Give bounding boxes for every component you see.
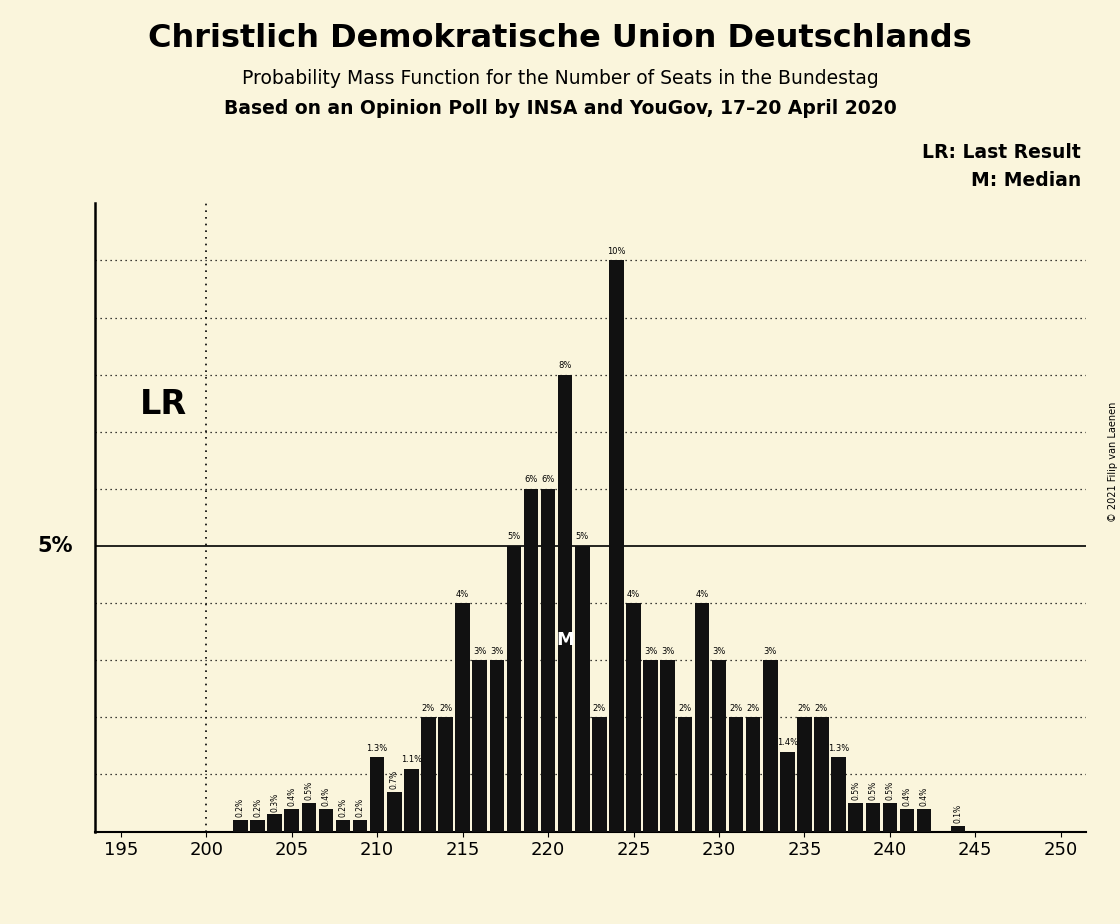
Text: 10%: 10% [607, 247, 626, 256]
Bar [866, 803, 880, 832]
Bar [899, 808, 914, 832]
Bar [746, 717, 760, 832]
Bar [506, 546, 521, 832]
Text: 0.5%: 0.5% [851, 781, 860, 800]
Text: 0.4%: 0.4% [287, 786, 296, 806]
Text: 3%: 3% [644, 647, 657, 656]
Text: 0.4%: 0.4% [903, 786, 912, 806]
Bar [592, 717, 607, 832]
Text: 2%: 2% [439, 704, 452, 712]
Bar [797, 717, 812, 832]
Text: 3%: 3% [712, 647, 726, 656]
Bar [643, 661, 657, 832]
Text: 2%: 2% [747, 704, 759, 712]
Bar [609, 261, 624, 832]
Text: 2%: 2% [815, 704, 828, 712]
Text: M: Median: M: Median [971, 171, 1081, 190]
Bar [336, 821, 351, 832]
Text: 0.5%: 0.5% [868, 781, 877, 800]
Bar [456, 603, 470, 832]
Bar [421, 717, 436, 832]
Bar [541, 489, 556, 832]
Text: 0.7%: 0.7% [390, 770, 399, 789]
Text: 0.5%: 0.5% [305, 781, 314, 800]
Text: M: M [557, 631, 575, 649]
Text: 3%: 3% [491, 647, 504, 656]
Text: 6%: 6% [541, 475, 554, 484]
Bar [404, 769, 419, 832]
Bar [951, 826, 965, 832]
Bar [917, 808, 932, 832]
Bar [711, 661, 726, 832]
Bar [883, 803, 897, 832]
Text: 3%: 3% [764, 647, 777, 656]
Text: 2%: 2% [592, 704, 606, 712]
Bar [558, 374, 572, 832]
Bar [319, 808, 333, 832]
Text: © 2021 Filip van Laenen: © 2021 Filip van Laenen [1108, 402, 1118, 522]
Text: 1.3%: 1.3% [366, 744, 388, 753]
Bar [250, 821, 264, 832]
Bar [388, 792, 402, 832]
Text: 4%: 4% [627, 590, 641, 599]
Text: 0.5%: 0.5% [886, 781, 895, 800]
Text: 2%: 2% [422, 704, 435, 712]
Bar [301, 803, 316, 832]
Text: 5%: 5% [507, 532, 521, 541]
Text: 6%: 6% [524, 475, 538, 484]
Text: 2%: 2% [797, 704, 811, 712]
Bar [524, 489, 539, 832]
Bar [729, 717, 744, 832]
Bar [473, 661, 487, 832]
Text: 3%: 3% [661, 647, 674, 656]
Bar [831, 758, 846, 832]
Text: Based on an Opinion Poll by INSA and YouGov, 17–20 April 2020: Based on an Opinion Poll by INSA and You… [224, 99, 896, 118]
Text: 0.2%: 0.2% [236, 798, 245, 818]
Text: 0.3%: 0.3% [270, 793, 279, 811]
Text: 0.2%: 0.2% [355, 798, 365, 818]
Bar [370, 758, 384, 832]
Bar [814, 717, 829, 832]
Text: 0.4%: 0.4% [920, 786, 928, 806]
Bar [438, 717, 452, 832]
Bar [763, 661, 777, 832]
Bar [849, 803, 862, 832]
Text: Christlich Demokratische Union Deutschlands: Christlich Demokratische Union Deutschla… [148, 23, 972, 55]
Bar [780, 751, 794, 832]
Text: 1.3%: 1.3% [828, 744, 849, 753]
Text: 0.2%: 0.2% [253, 798, 262, 818]
Text: LR: LR [140, 388, 187, 420]
Bar [268, 814, 282, 832]
Bar [353, 821, 367, 832]
Text: 2%: 2% [679, 704, 691, 712]
Bar [284, 808, 299, 832]
Bar [489, 661, 504, 832]
Bar [626, 603, 641, 832]
Bar [694, 603, 709, 832]
Text: Probability Mass Function for the Number of Seats in the Bundestag: Probability Mass Function for the Number… [242, 69, 878, 89]
Text: 8%: 8% [559, 361, 572, 371]
Text: 0.2%: 0.2% [338, 798, 347, 818]
Text: 0.1%: 0.1% [954, 804, 963, 823]
Text: LR: Last Result: LR: Last Result [922, 143, 1081, 163]
Text: 5%: 5% [37, 536, 73, 556]
Text: 0.4%: 0.4% [321, 786, 330, 806]
Bar [233, 821, 248, 832]
Bar [575, 546, 589, 832]
Text: 5%: 5% [576, 532, 589, 541]
Text: 2%: 2% [729, 704, 743, 712]
Text: 1.4%: 1.4% [777, 738, 797, 748]
Text: 1.1%: 1.1% [401, 755, 422, 764]
Text: 3%: 3% [473, 647, 486, 656]
Text: 4%: 4% [456, 590, 469, 599]
Bar [661, 661, 675, 832]
Bar [678, 717, 692, 832]
Text: 4%: 4% [696, 590, 709, 599]
